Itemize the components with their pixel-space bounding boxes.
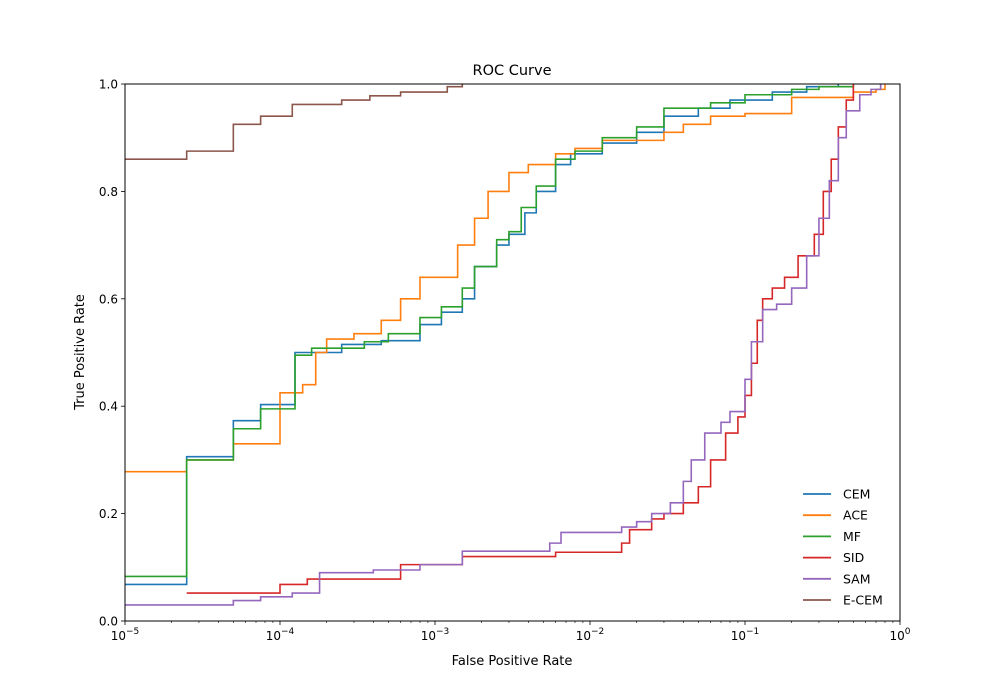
y-tick-label: 0.8: [99, 185, 118, 199]
y-tick-label: 0.6: [99, 292, 118, 306]
series-line-e-cem: [125, 84, 464, 160]
series-line-sam: [125, 84, 882, 606]
x-tick-label: 100: [889, 627, 910, 643]
x-axis-label: False Positive Rate: [452, 654, 573, 669]
legend-label-sid: SID: [843, 550, 864, 565]
x-tick-label: 10−5: [111, 627, 140, 643]
y-tick-label: 0.0: [99, 615, 118, 629]
series-line-mf: [125, 84, 855, 578]
chart-title: ROC Curve: [473, 63, 552, 79]
y-axis-label: True Positive Rate: [73, 294, 88, 411]
y-tick-label: 0.2: [99, 507, 118, 521]
legend-label-ace: ACE: [843, 508, 868, 523]
plot-series: [125, 84, 886, 606]
x-tick-label: 10−3: [421, 627, 450, 643]
x-axis: 10−5 10−4 10−3 10−2 10−1 100: [111, 621, 911, 643]
series-line-ace: [125, 84, 886, 473]
series-line-sid: [186, 84, 855, 594]
series-line-cem: [125, 84, 840, 586]
legend-label-cem: CEM: [843, 487, 870, 502]
x-tick-label: 10−1: [731, 627, 760, 643]
legend-label-e-cem: E-CEM: [843, 593, 883, 608]
plot-frame: [124, 83, 901, 622]
legend: CEM ACE MF SID SAM E-CEM: [803, 487, 883, 608]
x-tick-label: 10−2: [576, 627, 605, 643]
x-tick-label: 10−4: [266, 627, 295, 643]
y-tick-label: 0.4: [99, 400, 118, 414]
y-tick-label: 1.0: [99, 78, 118, 92]
legend-label-mf: MF: [843, 529, 861, 544]
y-axis: 0.0 0.2 0.4 0.6 0.8 1.0: [99, 78, 125, 629]
legend-label-sam: SAM: [843, 571, 871, 586]
